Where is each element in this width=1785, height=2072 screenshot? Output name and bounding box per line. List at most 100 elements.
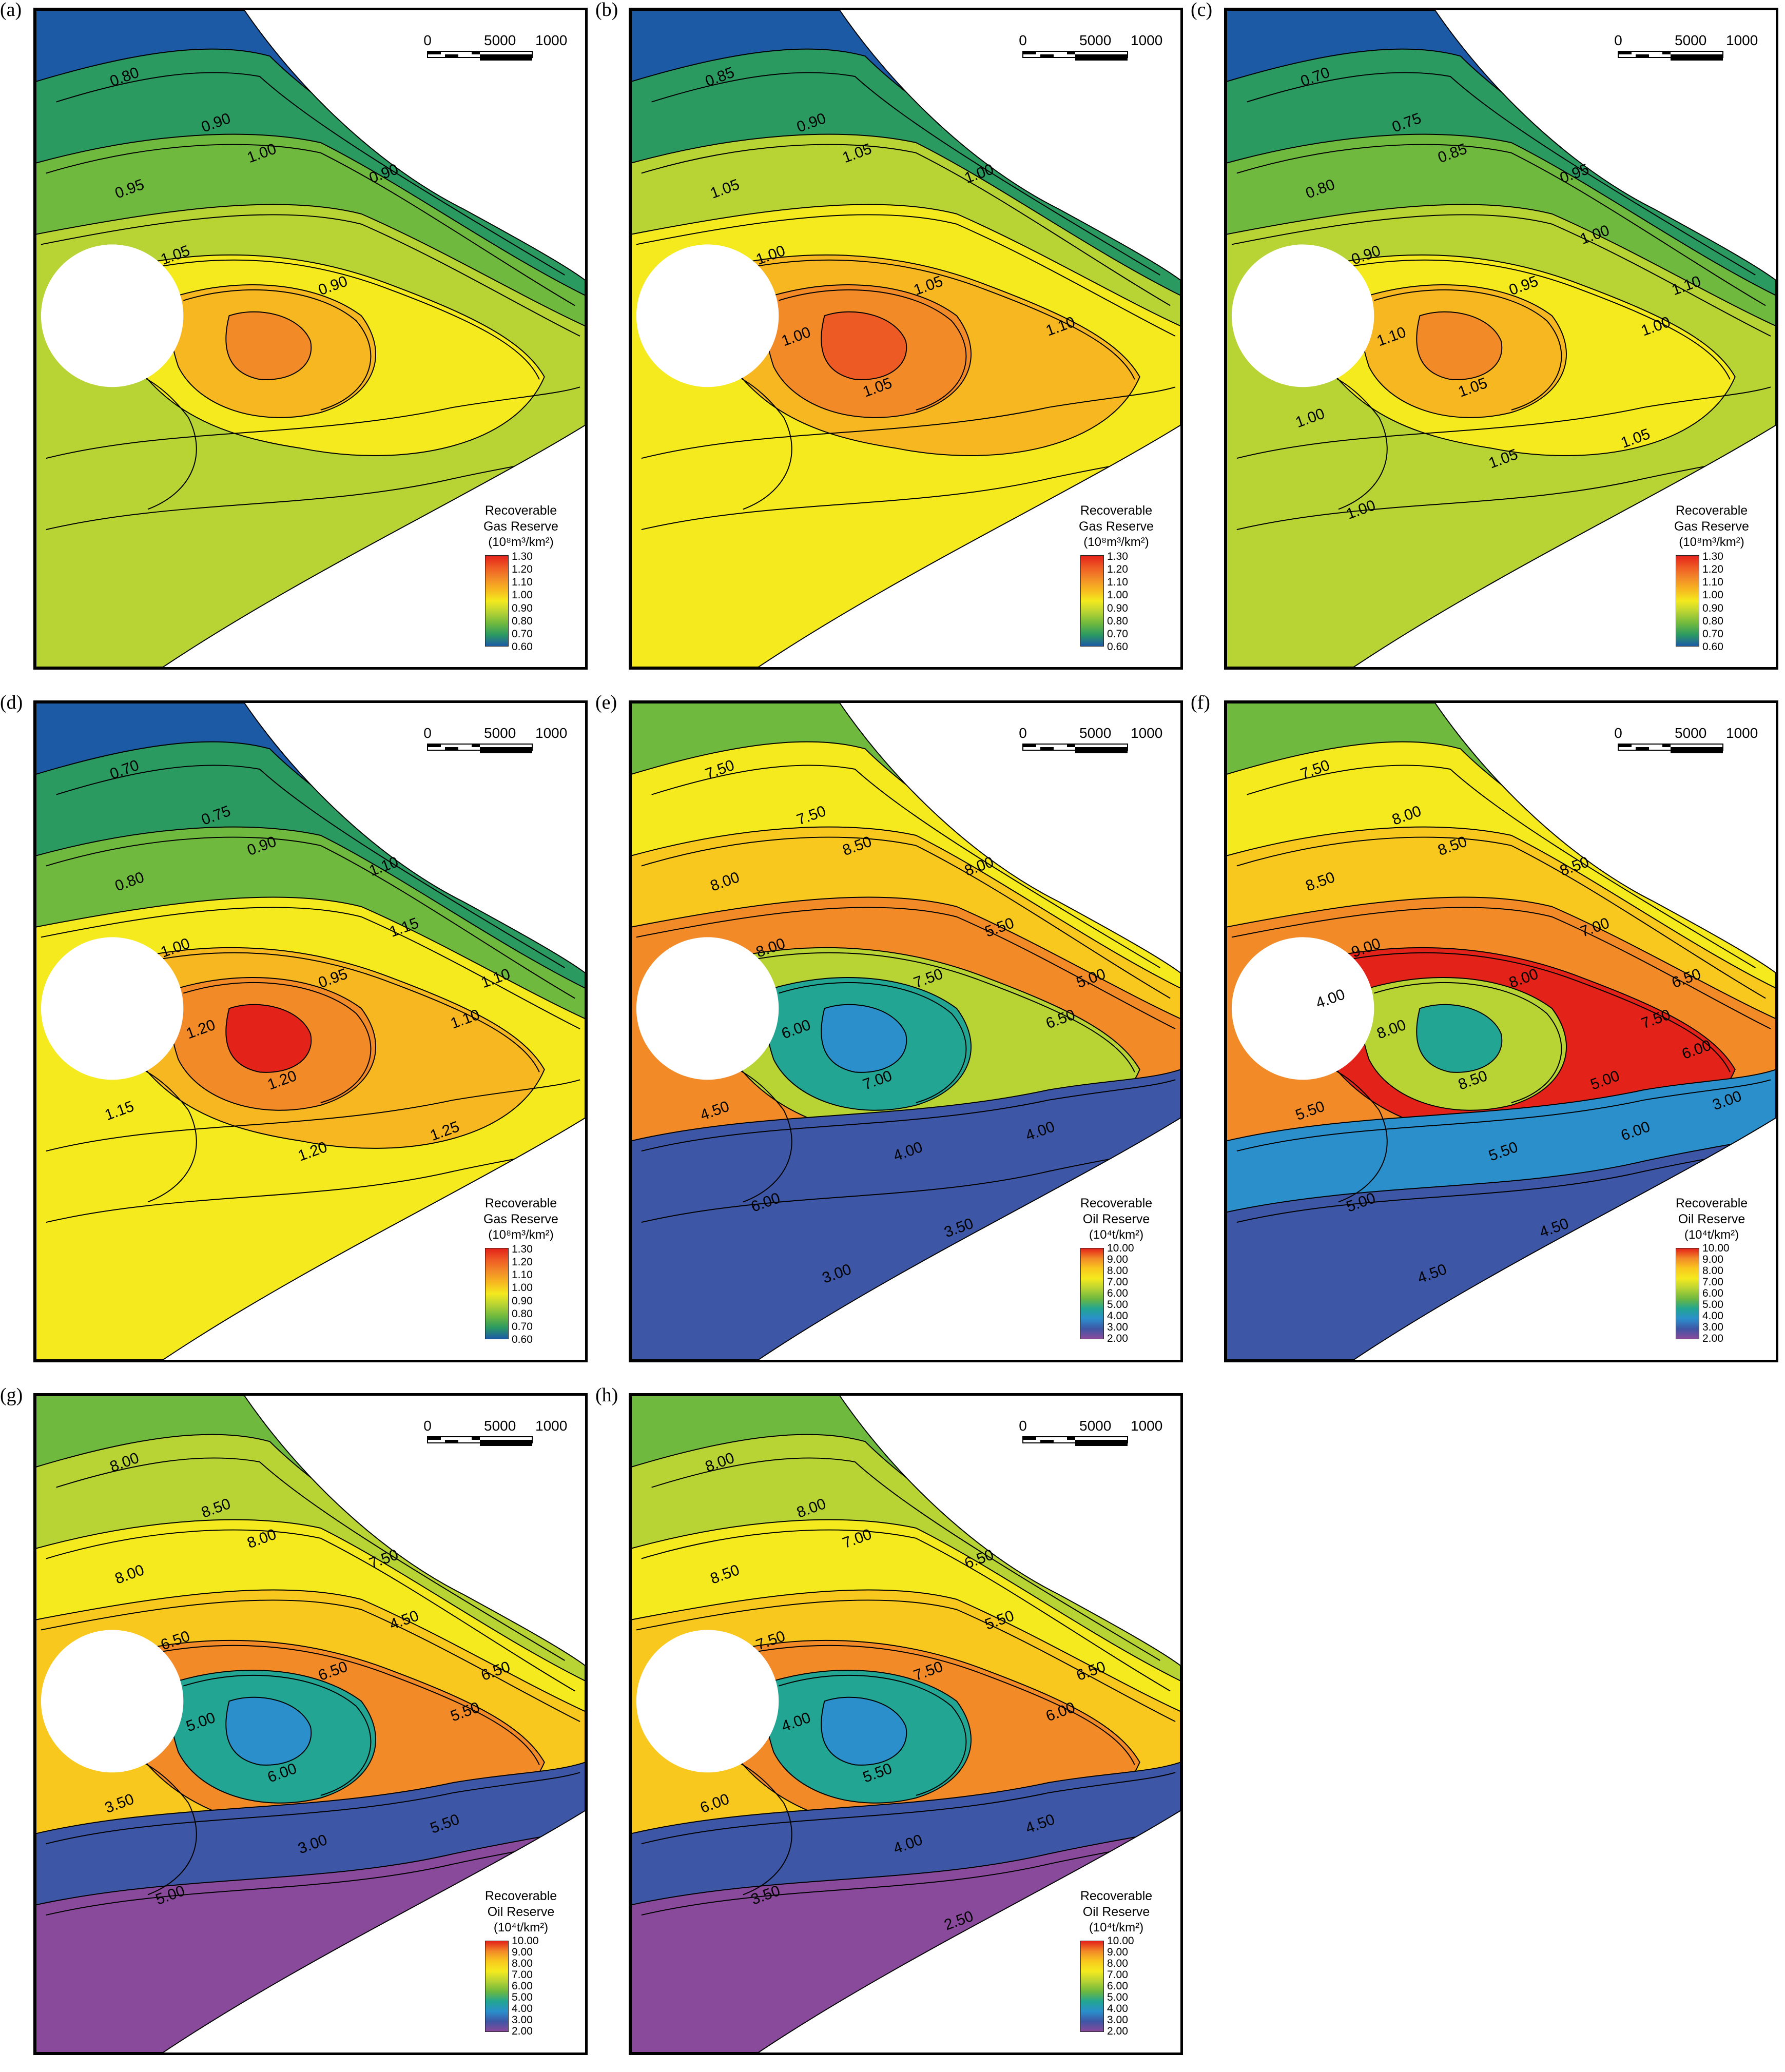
- reserve-band: [821, 1004, 907, 1073]
- contour-line: [41, 1599, 580, 1722]
- panel-letter: (e): [595, 692, 617, 713]
- legend-color-bar: [1676, 1248, 1699, 1339]
- contour-line: [1247, 72, 1756, 276]
- contour-line: [779, 289, 967, 411]
- legend-color-bar: [1080, 1941, 1104, 2032]
- contour-line: [1231, 214, 1771, 337]
- legend-tick-label: 0.80: [512, 615, 533, 627]
- panel-letter: (b): [595, 0, 618, 21]
- panel-letter: (a): [0, 0, 22, 21]
- scale-bar: 0 5000 10000m: [1019, 725, 1162, 753]
- panel-letter: (g): [0, 1384, 23, 1406]
- legend-tick-label: 8.00: [1702, 1265, 1723, 1277]
- contour-map: 7.507.508.008.508.008.007.506.507.006.00…: [631, 703, 1180, 1360]
- contour-line: [41, 907, 580, 1029]
- legend-unit: (10⁴t/km²): [493, 1921, 549, 1934]
- legend-tick-label: 8.00: [1107, 1958, 1128, 1969]
- legend-unit: (10⁸m³/km²): [488, 535, 554, 549]
- reserve-band: [225, 311, 312, 380]
- legend-tick-label: 6.00: [512, 1980, 533, 1992]
- legend-tick-label: 1.30: [1107, 551, 1128, 562]
- legend-tick-label: 1.00: [1702, 589, 1723, 601]
- legend-title: Gas Reserve: [483, 1212, 558, 1226]
- contour-line: [46, 386, 580, 459]
- legend-unit: (10⁴t/km²): [1684, 1228, 1739, 1242]
- legend-tick-label: 6.00: [1702, 1287, 1723, 1299]
- legend-tick-label: 8.00: [512, 1958, 533, 1969]
- legend-color-bar: [1676, 555, 1699, 647]
- legend-tick-label: 9.00: [512, 1946, 533, 1958]
- legend-color-bar: [485, 555, 509, 647]
- contour-line: [1292, 259, 1731, 380]
- legend-tick-label: 5.00: [512, 1991, 533, 2003]
- legend-tick-label: 7.00: [512, 1969, 533, 1981]
- contour-line: [1231, 907, 1771, 1029]
- oil-reserve-legend: Recoverable Oil Reserve (10⁴t/km²) 10.00 9.0…: [1660, 1196, 1763, 1351]
- legend-title: Recoverable: [484, 1889, 557, 1903]
- scale-bar: 0 5000 10000m: [423, 1418, 567, 1446]
- legend-unit: (10⁴t/km²): [1089, 1228, 1144, 1242]
- map-frame: 0.800.900.951.001.050.900.900500010000mR…: [33, 8, 588, 670]
- scale-bar-tick-label: 5000: [484, 32, 516, 48]
- contour-line: [56, 1457, 565, 1661]
- oil-reserve-legend: Recoverable Oil Reserve (10⁴t/km²) 10.00 9.0…: [470, 1888, 572, 2043]
- contour-line: [46, 144, 575, 306]
- contour-line: [697, 952, 1135, 1072]
- scale-bar-tick-label: 0: [423, 32, 432, 48]
- legend-tick-label: 10.00: [1702, 1242, 1730, 1254]
- contour-line: [41, 214, 580, 337]
- scale-bar-tick-label: 5000: [1079, 1418, 1111, 1434]
- scale-bar-tick-label: 5000: [484, 725, 516, 741]
- legend-title: Gas Reserve: [483, 519, 558, 534]
- legend-tick-label: 3.00: [1107, 1321, 1128, 1333]
- legend-tick-label: 0.70: [512, 1320, 533, 1333]
- scale-bar-tick-label: 0: [1019, 725, 1027, 741]
- no-data-area: [636, 1630, 779, 1773]
- legend-title: Recoverable: [1080, 1196, 1153, 1210]
- legend-tick-label: 2.00: [1107, 2025, 1128, 2037]
- scale-bar-tick-label: 0: [1614, 32, 1622, 48]
- scale-bar-tick-label: 10000m: [535, 1418, 567, 1434]
- scale-bar: 0 5000 10000m: [1019, 32, 1162, 61]
- legend-title: Oil Reserve: [487, 1905, 555, 1919]
- contour-line: [636, 907, 1176, 1029]
- legend-tick-label: 9.00: [1107, 1254, 1128, 1265]
- reserve-band: [1416, 1004, 1503, 1073]
- scale-bar-tick-label: 10000m: [535, 32, 567, 48]
- no-data-area: [1231, 937, 1374, 1080]
- legend-tick-label: 8.00: [1107, 1265, 1128, 1277]
- no-data-area: [1231, 244, 1374, 387]
- contour-map: 8.008.008.507.007.506.507.506.005.504.00…: [631, 1396, 1180, 2053]
- map-frame: 8.00 8.00 8.50 7.00 7.50 6.50 7.50 6.00 5.50 4.00…: [629, 1393, 1183, 2055]
- panel-letter: (c): [1191, 0, 1213, 21]
- contour-line: [102, 259, 540, 380]
- contour-map: 0.800.900.951.001.050.900.90: [36, 10, 585, 667]
- oil-reserve-legend: Recoverable Oil Reserve (10⁴t/km²) 10.00 9.0…: [1065, 1196, 1168, 1351]
- legend-tick-label: 0.80: [1107, 615, 1128, 627]
- legend-tick-label: 0.70: [1107, 628, 1128, 640]
- contour-line: [102, 1645, 540, 1765]
- legend-color-bar: [1080, 555, 1104, 647]
- gas-reserve-legend: Recoverable Gas Reserve (10⁸m³/km²) 1.30 1.2…: [470, 503, 572, 658]
- scale-bar: 0 5000 10000m: [423, 32, 567, 61]
- panel-letter: (f): [1191, 692, 1210, 713]
- contour-line: [46, 1079, 580, 1152]
- legend-tick-label: 1.00: [1107, 589, 1128, 601]
- contour-line: [1374, 982, 1562, 1103]
- contour-line: [56, 72, 565, 276]
- contour-line: [183, 289, 372, 411]
- contour-map: 8.008.508.008.006.507.506.505.506.005.00…: [36, 1396, 585, 2053]
- legend-tick-label: 0.60: [1107, 640, 1128, 653]
- legend-title: Recoverable: [484, 503, 557, 518]
- map-frame: 0.70 0.75 0.80 0.85 0.90 0.95 0.95 1.00 1.05 1.10…: [1224, 8, 1778, 670]
- legend-title: Oil Reserve: [1678, 1212, 1745, 1226]
- legend-tick-label: 9.00: [1107, 1946, 1128, 1958]
- legend-title: Recoverable: [1675, 1196, 1748, 1210]
- map-frame: 7.50 8.00 8.50 8.50 9.00 8.50 8.00 7.50 8.50 8.00…: [1224, 700, 1778, 1362]
- map-frame: 7.50 7.50 8.00 8.50 8.00 8.00 7.50 6.50 7.00 6.00…: [629, 700, 1183, 1362]
- legend-unit: (10⁸m³/km²): [488, 1228, 554, 1242]
- contour-line: [46, 1772, 580, 1845]
- contour-line: [1247, 765, 1756, 968]
- legend-tick-label: 4.00: [1107, 2003, 1128, 2015]
- no-data-area: [41, 937, 184, 1080]
